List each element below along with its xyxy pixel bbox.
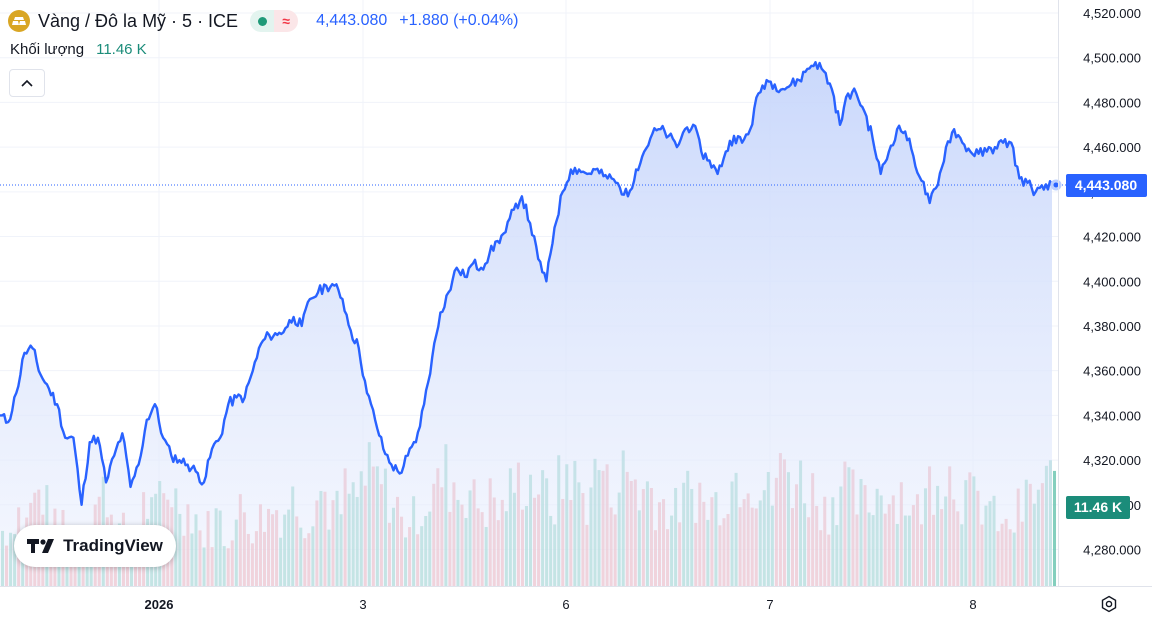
tradingview-logo-text: TradingView [63, 536, 163, 555]
last-price: 4,443.080 [316, 12, 388, 29]
y-tick-label: 4,400.000 [1083, 274, 1141, 289]
market-open-icon[interactable] [250, 10, 275, 32]
last-price-label-bg [1066, 174, 1147, 197]
y-tick-label: 4,420.000 [1083, 230, 1141, 245]
tradingview-logo[interactable]: TradingView [14, 525, 176, 567]
collapse-legend-button[interactable] [9, 69, 45, 97]
y-tick-label: 4,380.000 [1083, 319, 1141, 334]
volume-legend-value: 11.46 K [96, 41, 147, 58]
y-tick-label: 4,480.000 [1083, 95, 1141, 110]
y-tick-label: 4,360.000 [1083, 364, 1141, 379]
chevron-up-icon [21, 79, 33, 87]
symbol-legend[interactable]: Vàng / Đô la Mỹ · 5 · ICE ≈ 4,443.080 +1… [8, 8, 518, 34]
x-tick-label: 8 [969, 597, 976, 612]
volume-label-bg [1066, 496, 1130, 519]
y-tick-label: 4,460.000 [1083, 140, 1141, 155]
x-tick-label: 3 [359, 597, 366, 612]
gear-icon [1101, 595, 1117, 613]
price-area-fill [0, 62, 1052, 586]
y-tick-label: 4,340.000 [1083, 408, 1141, 423]
status-badges[interactable]: ≈ [250, 10, 299, 32]
x-tick-label: 2026 [145, 597, 174, 612]
approx-icon[interactable]: ≈ [274, 10, 299, 32]
last-price-label: 4,443.080 [1075, 177, 1137, 193]
x-tick-label: 6 [562, 597, 569, 612]
y-tick-label: 4,320.000 [1083, 453, 1141, 468]
gold-bars-icon [8, 10, 30, 32]
volume-legend-label: Khối lượng [10, 41, 85, 58]
x-tick-label: 7 [766, 597, 773, 612]
y-tick-label: 4,280.000 [1083, 543, 1141, 558]
y-tick-label: 4,520.000 [1083, 6, 1141, 21]
symbol-title[interactable]: Vàng / Đô la Mỹ · 5 · ICE [38, 10, 239, 31]
chart-settings-button[interactable] [1096, 592, 1122, 616]
volume-axis-label: 11.46 K [1074, 499, 1122, 515]
tradingview-logo-icon [27, 539, 55, 553]
y-tick-label: 4,500.000 [1083, 51, 1141, 66]
price-change: +1.880 (+0.04%) [399, 12, 519, 29]
volume-bar [1052, 470, 1056, 586]
price-line [0, 61, 1054, 506]
volume-legend[interactable]: Khối lượng 11.46 K [10, 41, 147, 58]
time-axis[interactable]: 2026 3 6 7 8 [0, 586, 1152, 613]
